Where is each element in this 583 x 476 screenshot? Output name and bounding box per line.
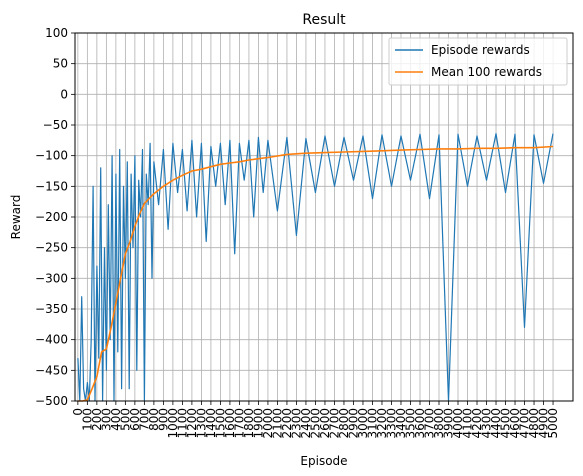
x-tick-label: 1100 [175, 408, 189, 439]
legend-label-mean-100-rewards: Mean 100 rewards [431, 65, 542, 79]
x-tick-label: 4900 [537, 408, 551, 439]
x-tick-label: 4700 [518, 408, 532, 439]
x-tick-label: 3800 [432, 408, 446, 439]
x-tick-label: 3900 [442, 408, 456, 439]
y-tick-label: −200 [35, 210, 68, 224]
y-tick-label: 50 [53, 57, 68, 71]
y-tick-label: 100 [45, 26, 68, 40]
x-tick-label: 1900 [251, 408, 265, 439]
x-tick-label: 4800 [527, 408, 541, 439]
x-tick-label: 400 [109, 408, 123, 431]
x-tick-label: 1700 [232, 408, 246, 439]
y-tick-label: −350 [35, 302, 68, 316]
x-tick-label: 3700 [422, 408, 436, 439]
x-tick-label: 3100 [365, 408, 379, 439]
y-tick-label: −400 [35, 333, 68, 347]
x-tick-label: 500 [118, 408, 132, 431]
x-tick-label: 4300 [480, 408, 494, 439]
x-tick-label: 2700 [327, 408, 341, 439]
y-axis-label: Reward [9, 195, 23, 240]
x-tick-label: 4200 [470, 408, 484, 439]
x-tick-label: 200 [90, 408, 104, 431]
y-axis-ticks: 100 50 0 −50 −100 −150 −200 −250 −300 −350 −400 −45… [35, 26, 75, 408]
y-tick-label: −500 [35, 394, 68, 408]
x-tick-label: 2300 [289, 408, 303, 439]
x-tick-label: 1300 [194, 408, 208, 439]
series-layer [77, 133, 554, 402]
y-tick-label: −250 [35, 241, 68, 255]
x-axis-label: Episode [300, 454, 347, 468]
x-tick-label: 3400 [394, 408, 408, 439]
x-tick-label: 5000 [546, 408, 560, 439]
y-tick-label: −300 [35, 271, 68, 285]
x-tick-label: 3000 [356, 408, 370, 439]
x-tick-label: 300 [99, 408, 113, 431]
x-tick-label: 700 [137, 408, 151, 431]
x-tick-label: 1600 [223, 408, 237, 439]
x-tick-label: 3600 [413, 408, 427, 439]
legend-label-episode-rewards: Episode rewards [431, 43, 530, 57]
x-tick-label: 4500 [499, 408, 513, 439]
x-tick-label: 2500 [308, 408, 322, 439]
x-tick-label: 2400 [299, 408, 313, 439]
x-tick-label: 100 [80, 408, 94, 431]
x-tick-label: 1200 [185, 408, 199, 439]
x-tick-label: 1500 [213, 408, 227, 439]
legend-box [388, 37, 568, 86]
chart-title: Result [302, 12, 346, 28]
series-line-mean-100-rewards [77, 145, 554, 402]
x-tick-label: 3300 [384, 408, 398, 439]
x-tick-label: 1400 [204, 408, 218, 439]
x-tick-label: 4600 [508, 408, 522, 439]
legend: Episode rewards Mean 100 rewards [388, 37, 568, 86]
x-tick-label: 900 [156, 408, 170, 431]
x-tick-label: 2800 [337, 408, 351, 439]
x-tick-label: 2000 [261, 408, 275, 439]
y-tick-label: −100 [35, 149, 68, 163]
x-tick-label: 3200 [375, 408, 389, 439]
x-tick-label: 1800 [242, 408, 256, 439]
x-axis-ticks: 0100200300400500600700800900100011001200… [71, 401, 560, 439]
y-tick-label: −50 [43, 118, 68, 132]
x-tick-label: 0 [71, 408, 85, 416]
y-tick-label: −450 [35, 363, 68, 377]
x-tick-label: 600 [128, 408, 142, 431]
x-tick-label: 4100 [461, 408, 475, 439]
x-tick-label: 4000 [451, 408, 465, 439]
x-tick-label: 2200 [280, 408, 294, 439]
x-tick-label: 2600 [318, 408, 332, 439]
y-tick-label: 0 [60, 87, 68, 101]
y-tick-label: −150 [35, 179, 68, 193]
x-tick-label: 1000 [166, 408, 180, 439]
x-tick-label: 2900 [346, 408, 360, 439]
x-tick-label: 2100 [270, 408, 284, 439]
x-tick-label: 800 [147, 408, 161, 431]
x-tick-label: 3500 [403, 408, 417, 439]
x-tick-label: 4400 [489, 408, 503, 439]
grid [75, 32, 573, 402]
